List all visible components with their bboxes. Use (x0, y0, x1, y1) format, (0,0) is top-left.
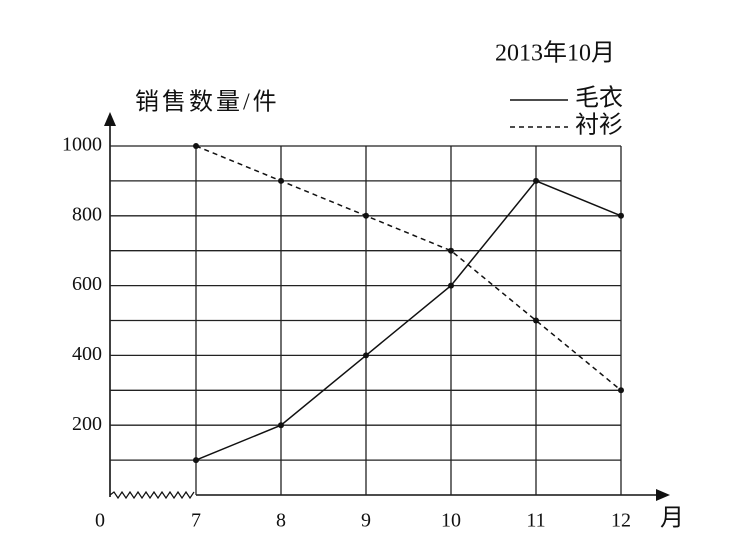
origin-label: 0 (95, 510, 105, 532)
legend-label: 毛衣 (575, 85, 623, 112)
y-tick-label: 600 (72, 273, 102, 295)
legend-label: 衬衫 (575, 112, 623, 139)
y-arrow (104, 112, 116, 126)
x-tick-label: 10 (441, 510, 461, 532)
x-tick-label: 9 (361, 510, 371, 532)
x-tick-label: 7 (191, 510, 201, 532)
point (363, 212, 369, 219)
x-tick-label: 8 (276, 510, 286, 532)
x-arrow (656, 489, 670, 501)
axis-break (109, 490, 195, 500)
point (533, 177, 539, 184)
point (618, 387, 624, 394)
point (193, 457, 199, 464)
y-tick-label: 200 (72, 413, 102, 435)
y-axis-label: 销售数量/件 (135, 89, 280, 116)
x-axis-label: 月 (660, 506, 684, 532)
x-tick-label: 12 (611, 510, 631, 532)
point (363, 352, 369, 359)
chart-title: 2013年10月 (495, 40, 615, 67)
y-tick-label: 800 (72, 203, 102, 225)
point (533, 317, 539, 324)
y-tick-label: 1000 (62, 134, 102, 156)
point (448, 282, 454, 289)
series-line (195, 145, 622, 391)
point (278, 177, 284, 184)
point (618, 212, 624, 219)
point (193, 143, 199, 149)
point (278, 422, 284, 429)
y-tick-label: 400 (72, 343, 102, 365)
series-line (195, 179, 622, 461)
point (448, 247, 454, 254)
x-tick-label: 11 (526, 510, 545, 532)
